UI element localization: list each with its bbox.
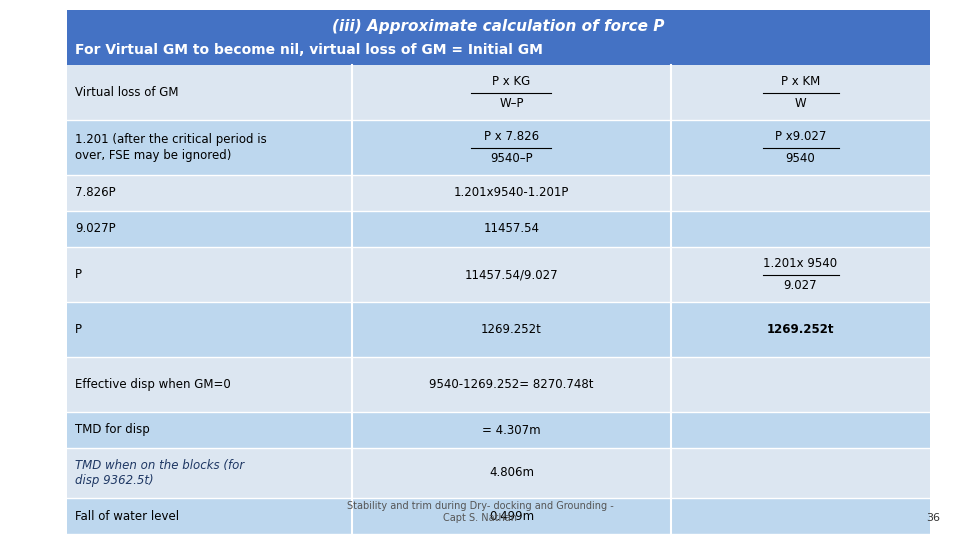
Text: 4.806m: 4.806m <box>489 467 534 480</box>
Text: 1.201x 9540: 1.201x 9540 <box>763 257 838 270</box>
Bar <box>67 357 930 412</box>
Bar <box>67 302 930 357</box>
Text: = 4.307m: = 4.307m <box>482 423 540 436</box>
Text: For Virtual GM to become nil, virtual loss of GM = Initial GM: For Virtual GM to become nil, virtual lo… <box>75 43 542 57</box>
Text: 9.027P: 9.027P <box>75 222 115 235</box>
Bar <box>67 65 930 120</box>
Text: 9540: 9540 <box>785 152 815 165</box>
Text: P: P <box>75 323 82 336</box>
Text: W: W <box>795 97 806 110</box>
Text: 9540–P: 9540–P <box>491 152 533 165</box>
Text: 11457.54/9.027: 11457.54/9.027 <box>465 268 559 281</box>
Text: Fall of water level: Fall of water level <box>75 510 180 523</box>
Text: 1269.252t: 1269.252t <box>767 323 834 336</box>
Bar <box>67 247 930 302</box>
Bar <box>67 498 930 534</box>
Text: TMD when on the blocks (for
disp 9362.5t): TMD when on the blocks (for disp 9362.5t… <box>75 459 244 487</box>
Text: 1.201 (after the critical period is
over, FSE may be ignored): 1.201 (after the critical period is over… <box>75 133 267 161</box>
Text: 0.499m: 0.499m <box>489 510 534 523</box>
Text: 9540-1269.252= 8270.748t: 9540-1269.252= 8270.748t <box>429 378 593 391</box>
Text: P x 7.826: P x 7.826 <box>484 130 539 143</box>
Bar <box>67 211 930 247</box>
Text: P x KM: P x KM <box>780 75 820 88</box>
Bar <box>67 448 930 498</box>
Bar <box>67 120 930 175</box>
Text: Stability and trim during Dry- docking and Grounding -
Capt S. Nathan: Stability and trim during Dry- docking a… <box>347 501 613 523</box>
Text: 7.826P: 7.826P <box>75 186 115 199</box>
Text: TMD for disp: TMD for disp <box>75 423 150 436</box>
Text: Virtual loss of GM: Virtual loss of GM <box>75 86 179 99</box>
Text: 36: 36 <box>926 513 940 523</box>
Text: Effective disp when GM=0: Effective disp when GM=0 <box>75 378 230 391</box>
Text: 9.027: 9.027 <box>783 279 817 292</box>
Text: P: P <box>75 268 82 281</box>
Text: 11457.54: 11457.54 <box>484 222 540 235</box>
Bar <box>67 175 930 211</box>
Text: (iii) Approximate calculation of force P: (iii) Approximate calculation of force P <box>332 19 664 34</box>
Text: 1.201x9540-1.201P: 1.201x9540-1.201P <box>454 186 569 199</box>
Text: 1269.252t: 1269.252t <box>481 323 541 336</box>
Text: P x KG: P x KG <box>492 75 531 88</box>
Bar <box>67 412 930 448</box>
Text: W–P: W–P <box>499 97 524 110</box>
Bar <box>67 10 930 65</box>
Text: P x9.027: P x9.027 <box>775 130 827 143</box>
